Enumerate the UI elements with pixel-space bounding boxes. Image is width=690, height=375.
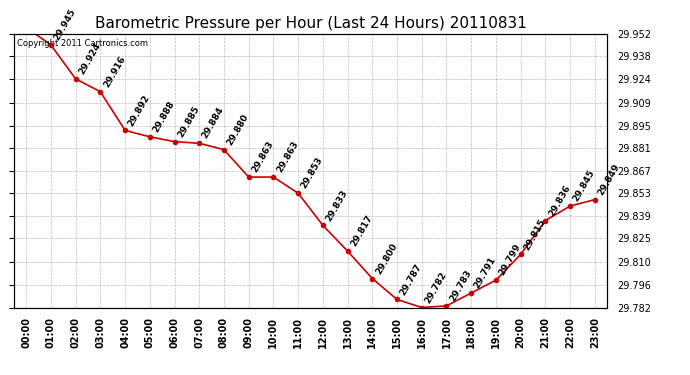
Text: 29.791: 29.791: [473, 255, 498, 290]
Text: 29.945: 29.945: [52, 8, 77, 42]
Text: 29.799: 29.799: [497, 242, 523, 278]
Text: 29.853: 29.853: [299, 156, 325, 190]
Text: 29.836: 29.836: [546, 183, 572, 218]
Text: 29.815: 29.815: [522, 217, 547, 252]
Text: 29.916: 29.916: [101, 54, 127, 89]
Text: 29.885: 29.885: [176, 104, 201, 139]
Text: 29.849: 29.849: [596, 162, 622, 197]
Text: 29.892: 29.892: [126, 93, 152, 128]
Text: 29.787: 29.787: [398, 262, 424, 297]
Text: Copyright 2011 Cartronics.com: Copyright 2011 Cartronics.com: [17, 39, 148, 48]
Text: 29.817: 29.817: [349, 214, 374, 248]
Text: 29.880: 29.880: [226, 112, 250, 147]
Text: 29.884: 29.884: [201, 106, 226, 141]
Text: 29.863: 29.863: [250, 140, 275, 174]
Text: 29.845: 29.845: [571, 169, 597, 203]
Text: 29.782: 29.782: [423, 270, 448, 305]
Text: 29.888: 29.888: [151, 99, 177, 134]
Text: 29.783: 29.783: [448, 268, 473, 303]
Text: 29.800: 29.800: [374, 242, 399, 276]
Text: 29.833: 29.833: [324, 188, 349, 223]
Text: 29.924: 29.924: [77, 41, 102, 76]
Title: Barometric Pressure per Hour (Last 24 Hours) 20110831: Barometric Pressure per Hour (Last 24 Ho…: [95, 16, 526, 31]
Text: 29.956: 29.956: [0, 374, 1, 375]
Text: 29.863: 29.863: [275, 140, 300, 174]
